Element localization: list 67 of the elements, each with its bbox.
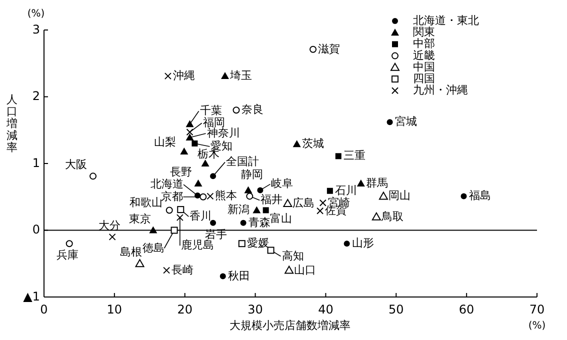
annotation: 滋賀 — [318, 42, 340, 56]
annotation: 山梨 — [154, 135, 176, 148]
legend-label: 北海道・東北 — [413, 14, 479, 28]
x-tick-label: 70 — [529, 302, 545, 316]
annotation: 埼玉 — [229, 69, 252, 82]
annotation: 徳島 — [142, 241, 164, 254]
annotation: 愛知 — [210, 139, 233, 152]
annotation: 石川 — [334, 184, 357, 197]
annotation: 兵庫 — [56, 248, 78, 262]
x-tick-label: 50 — [388, 302, 404, 316]
y-tick-label: 0 — [32, 222, 40, 237]
x-tick-label: 40 — [318, 302, 334, 316]
y-tick-label: 1 — [32, 156, 40, 170]
text: (%) — [27, 8, 45, 20]
annotation: 大分 — [98, 218, 120, 232]
annotation: 長野 — [170, 166, 192, 179]
annotation: 奈良 — [241, 103, 264, 116]
legend-label: 近畿 — [413, 48, 435, 62]
annotation: 岩手 — [205, 228, 228, 241]
y-tick-label: 3 — [32, 22, 40, 36]
annotation: 福井 — [260, 193, 283, 206]
annotation: 熊本 — [215, 189, 238, 202]
legend-label: 四国 — [413, 72, 435, 86]
annotation: 三重 — [343, 149, 366, 162]
ylabel: 人口増減率 — [6, 93, 18, 154]
x-tick-label: 10 — [106, 302, 122, 316]
annotation: 鹿児島 — [180, 238, 214, 252]
annotation: 茨城 — [302, 137, 324, 150]
annotation: 福島 — [468, 189, 491, 202]
annotation: 山口 — [294, 263, 316, 276]
annotation: 香川 — [190, 210, 212, 223]
annotation: 北海道 — [150, 178, 184, 191]
annotation: 富山 — [270, 212, 292, 226]
annotation: 宮城 — [394, 115, 417, 128]
annotation: 群馬 — [366, 176, 388, 190]
text: (%) — [528, 320, 546, 332]
y-tick-label: ▲1 — [23, 289, 40, 304]
annotation: 大阪 — [65, 158, 88, 172]
annotation: 長崎 — [172, 263, 194, 276]
annotation: 静岡 — [241, 168, 264, 182]
annotation: 青森 — [248, 216, 270, 229]
annotation: 京都 — [161, 190, 184, 203]
annotation: 島根 — [120, 246, 142, 259]
annotation: 千葉 — [200, 104, 222, 118]
x-tick-label: 60 — [458, 302, 474, 316]
x-tick-label: 30 — [248, 302, 263, 316]
annotation: 鳥取 — [380, 210, 404, 223]
annotation: 愛媛 — [246, 236, 269, 250]
legend-label: 関東 — [413, 26, 435, 39]
annotation: 和歌山 — [129, 196, 162, 210]
legend-label: 中国 — [413, 60, 435, 74]
annotation: 沖縄 — [172, 69, 195, 82]
x-tick-label: 20 — [177, 302, 192, 316]
x-axis-title: 大規模小売店舗数増減率 — [230, 319, 350, 332]
annotation: 東京 — [129, 212, 152, 226]
annotation: 秋田 — [228, 269, 250, 282]
annotation: 神奈川 — [206, 126, 240, 140]
annotation: 岡山 — [388, 189, 410, 202]
annotation: 山形 — [352, 236, 374, 250]
annotation: 岐阜 — [271, 177, 294, 190]
annotation: 高知 — [282, 249, 304, 262]
legend-label: 九州・沖縄 — [413, 84, 468, 97]
annotation: 全国計 — [226, 155, 260, 168]
y-tick-label: 2 — [32, 89, 40, 104]
legend-label: 中部 — [413, 37, 435, 50]
annotation: 広島 — [292, 196, 315, 210]
annotation: 新潟 — [228, 203, 250, 216]
